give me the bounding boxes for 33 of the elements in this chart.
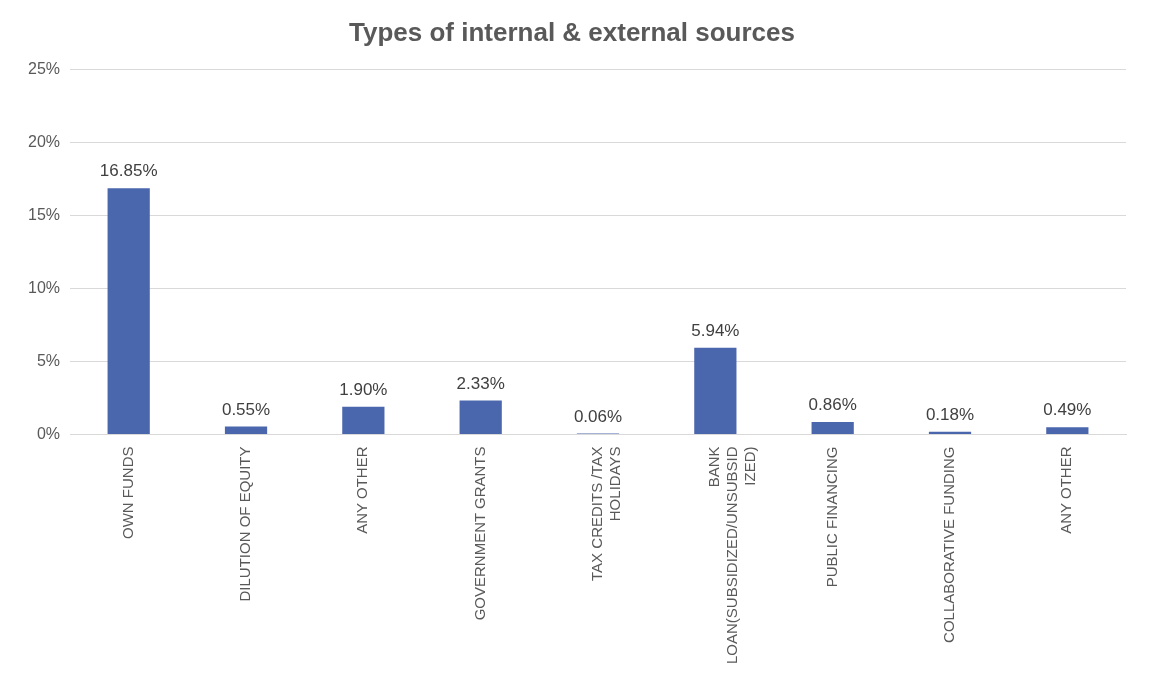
x-tick-label: ANY OTHER	[353, 446, 371, 534]
x-tick-label: DILUTION OF EQUITY	[236, 446, 254, 602]
bar	[928, 431, 972, 434]
data-label: 0.55%	[221, 399, 271, 419]
x-tick-label: BANK LOAN(SUBSIDIZED/UNSUBSIDIZED)	[705, 446, 759, 665]
data-label: 0.06%	[573, 406, 623, 426]
y-tick-label: 5%	[36, 351, 61, 369]
data-label: 0.49%	[1043, 400, 1092, 420]
y-tick-label: 10%	[27, 278, 61, 296]
y-tick-label: 20%	[27, 132, 61, 150]
data-label: 5.94%	[691, 320, 740, 340]
data-label: 2.33%	[456, 373, 505, 393]
x-tick-label: PUBLIC FINANCING	[822, 446, 840, 588]
data-label: 0.18%	[925, 405, 975, 425]
y-tick-label: 25%	[27, 59, 61, 77]
x-tick-label: OWN FUNDS	[118, 446, 136, 539]
bar	[224, 426, 268, 434]
x-tick-label: COLLABORATIVE FUNDING	[940, 446, 958, 643]
data-label: 16.85%	[99, 161, 158, 181]
data-label: 0.86%	[808, 395, 857, 415]
bar	[694, 347, 737, 434]
bar	[811, 421, 854, 434]
bar	[107, 188, 150, 434]
bar	[342, 406, 385, 434]
data-label: 1.90%	[339, 379, 388, 399]
x-tick-label: GOVERNMENT GRANTS	[470, 446, 488, 621]
y-tick-label: 0%	[36, 424, 61, 442]
bar	[1046, 427, 1089, 434]
x-tick-label: TAX CREDITS /TAX HOLIDAYS	[588, 446, 624, 581]
chart-title: Types of internal & external sources	[349, 16, 795, 47]
x-tick-label: ANY OTHER	[1057, 446, 1075, 534]
bar	[459, 400, 502, 434]
y-tick-label: 15%	[27, 205, 61, 223]
